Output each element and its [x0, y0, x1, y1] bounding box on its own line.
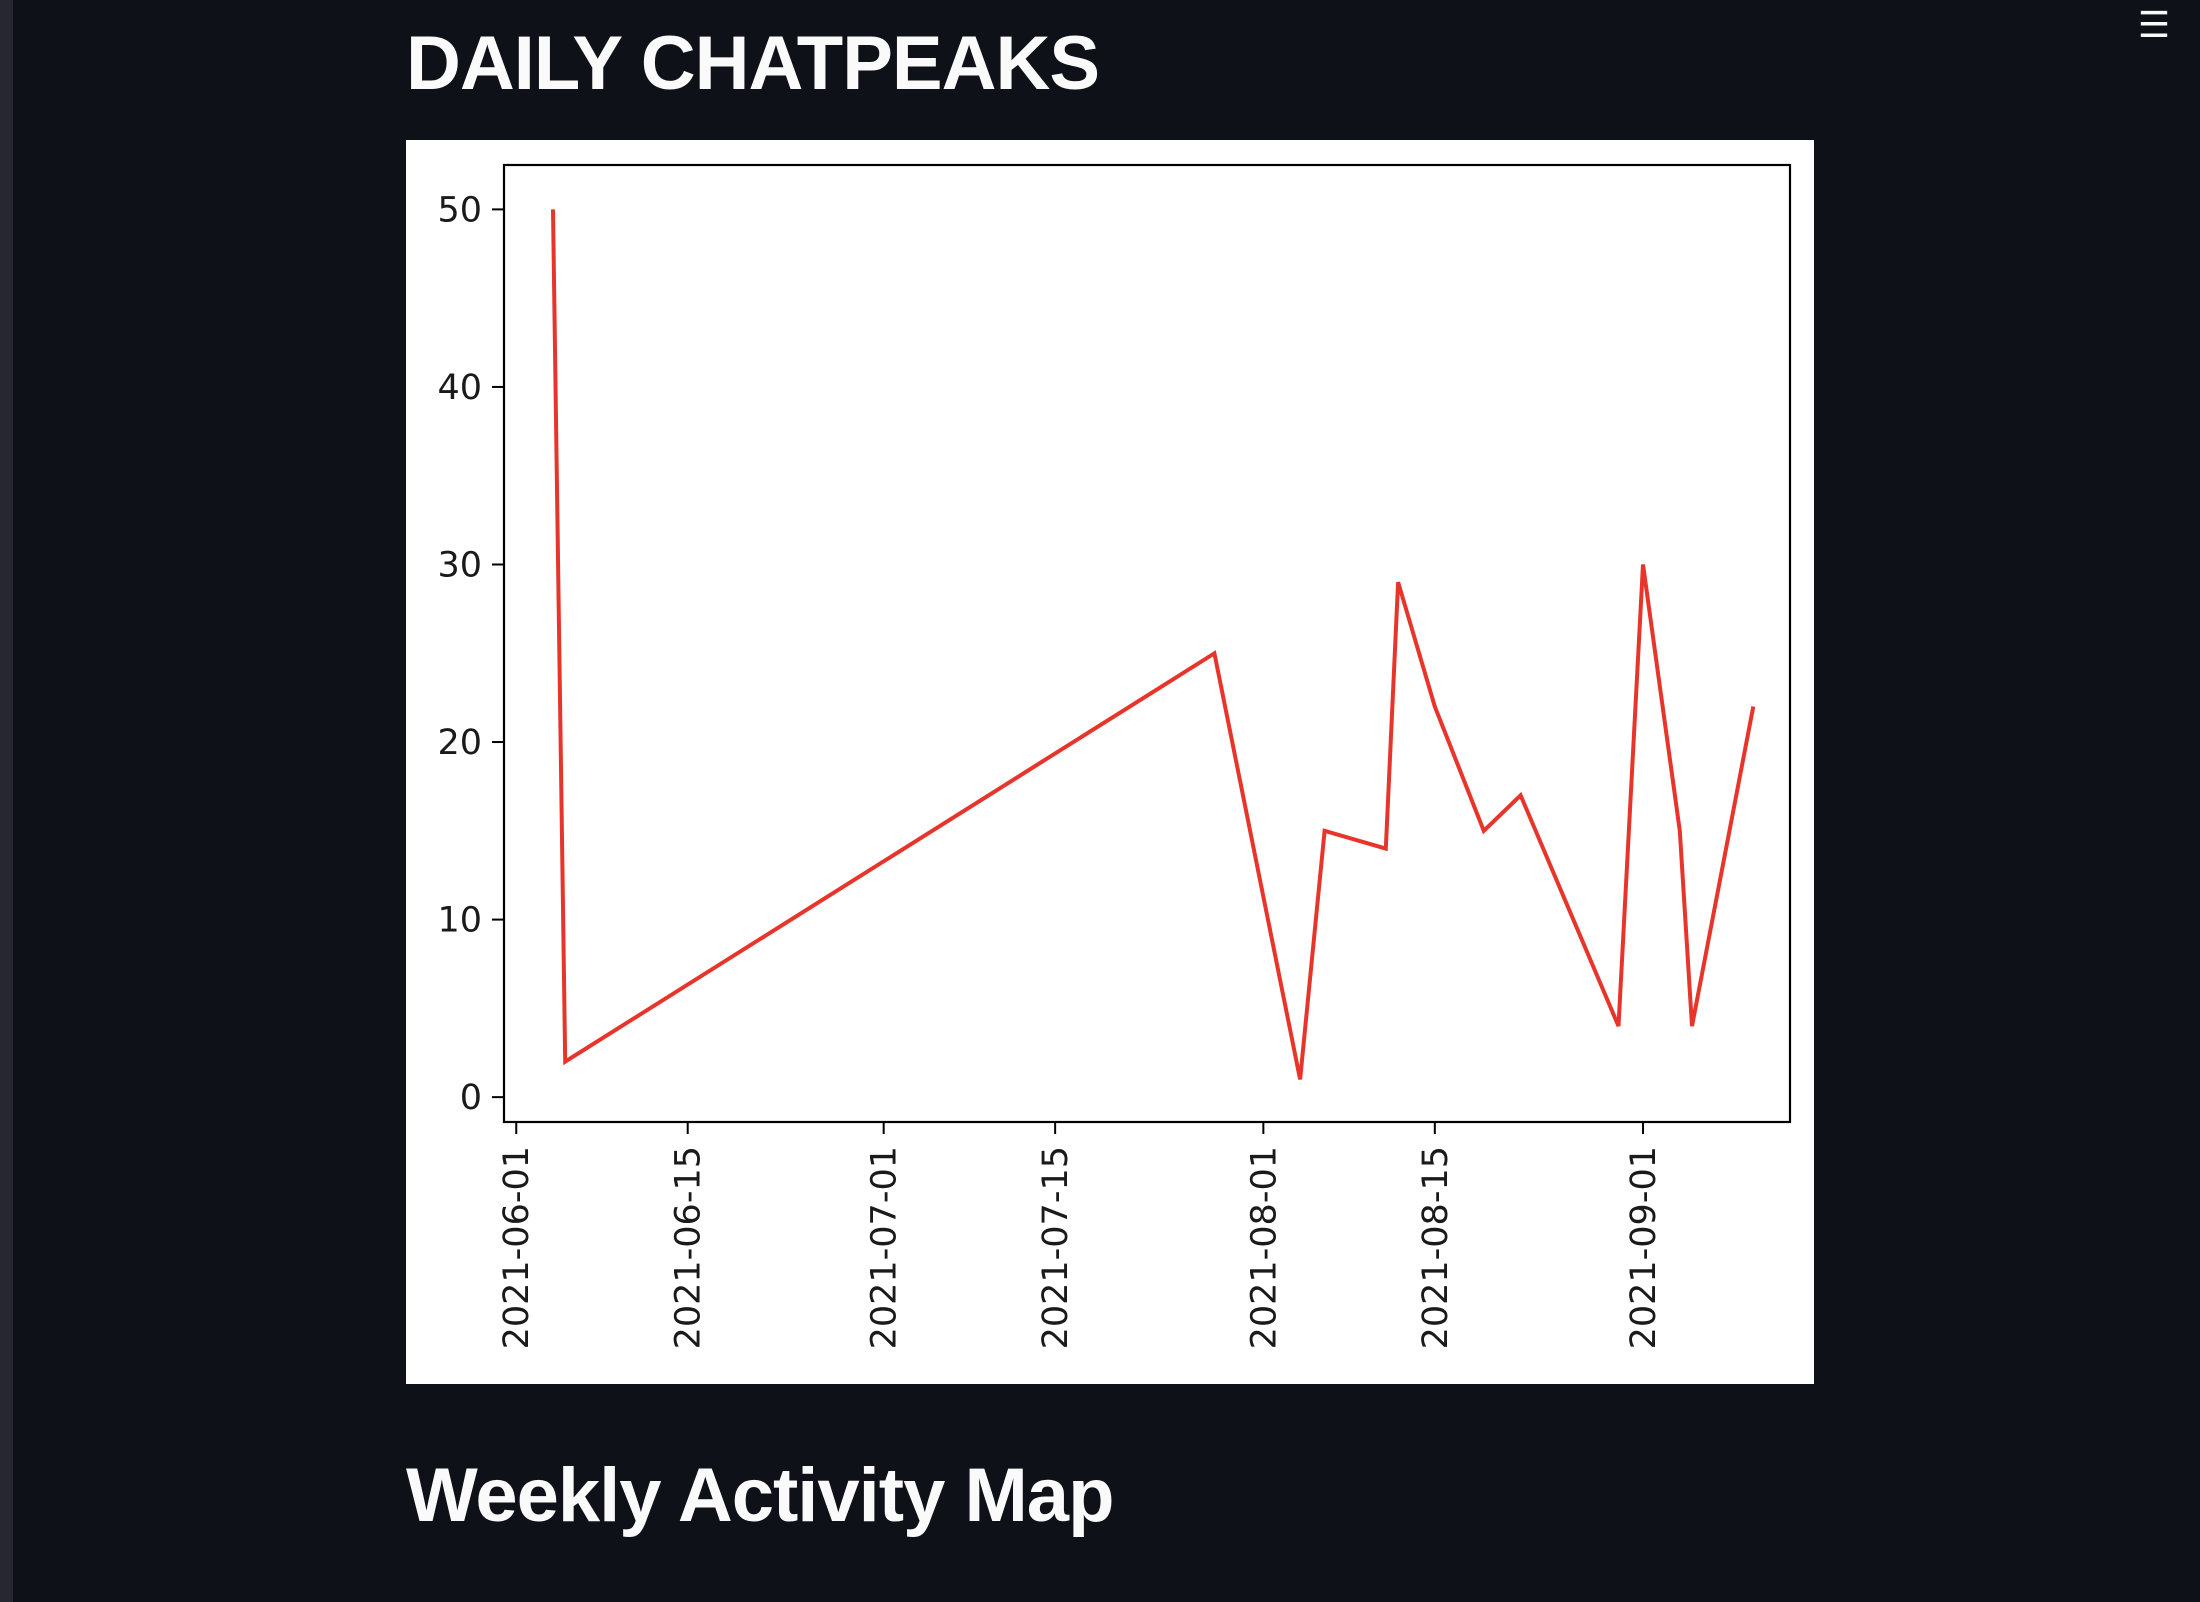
data-point [1678, 829, 1682, 833]
data-point [1396, 580, 1400, 584]
data-point [1433, 705, 1437, 709]
daily-chatpeaks-heading: DAILY CHATPEAKS [406, 21, 1100, 106]
y-tick-label: 0 [460, 1078, 482, 1118]
data-point [1641, 562, 1645, 566]
sidebar-edge [0, 0, 13, 1602]
y-tick-label: 40 [437, 368, 482, 408]
daily-chatpeaks-chart: 2021-06-01 2021-06-15 2021-07-01 2021-07-15… [437, 163, 1792, 1349]
x-tick-label: 2021-07-01 [865, 1146, 905, 1349]
x-tick-label: 2021-08-01 [1244, 1146, 1284, 1349]
x-tick-label: 2021-06-15 [669, 1146, 709, 1349]
x-tick-label: 2021-09-01 [1624, 1146, 1664, 1349]
y-tick-label: 50 [437, 190, 482, 230]
weekly-activity-map-heading: Weekly Activity Map [406, 1453, 1114, 1538]
y-tick-label: 20 [437, 723, 482, 763]
data-point [1212, 651, 1216, 655]
data-point [1323, 829, 1327, 833]
y-axis: 0 10 20 30 40 50 [437, 190, 504, 1118]
data-point [1617, 1024, 1621, 1028]
data-point [551, 207, 555, 211]
data-points [551, 207, 1755, 1081]
data-point [1690, 1024, 1694, 1028]
hamburger-menu-icon[interactable]: ☰ [2137, 5, 2171, 46]
data-point [1384, 847, 1388, 851]
data-point [1298, 1077, 1302, 1081]
x-tick-label: 2021-06-01 [497, 1146, 537, 1349]
data-point [1751, 705, 1755, 709]
series-line [551, 209, 1756, 1080]
data-point [1482, 829, 1486, 833]
data-point [563, 1060, 567, 1064]
chart-axes-frame [502, 163, 1792, 1124]
x-axis: 2021-06-01 2021-06-15 2021-07-01 2021-07-15… [497, 1122, 1664, 1349]
y-tick-label: 30 [437, 545, 482, 585]
x-tick-label: 2021-08-15 [1416, 1146, 1456, 1349]
x-tick-label: 2021-07-15 [1036, 1146, 1076, 1349]
y-tick-label: 10 [437, 901, 482, 941]
data-point [1519, 793, 1523, 797]
chart-card: 2021-06-01 2021-06-15 2021-07-01 2021-07-15… [406, 140, 1814, 1384]
